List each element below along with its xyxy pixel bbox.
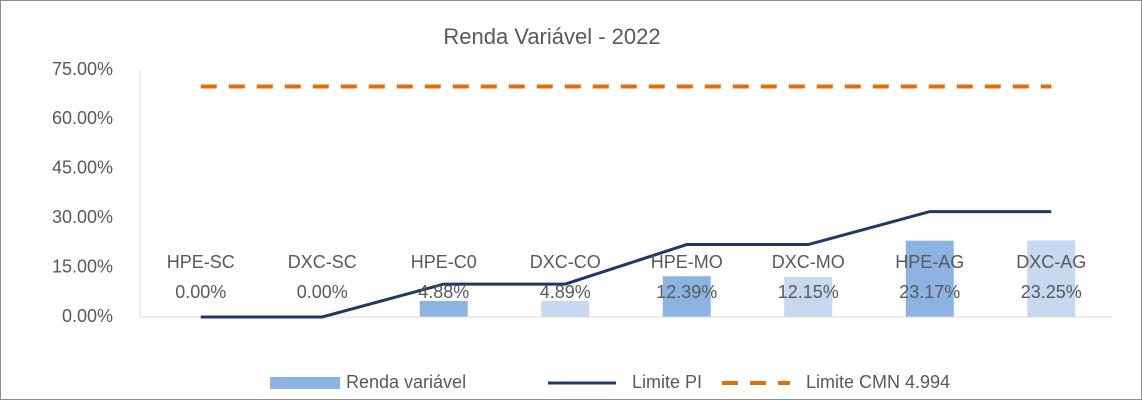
category-label: DXC-CO [530, 252, 601, 272]
data-label: 0.00% [297, 282, 348, 302]
bar [419, 300, 468, 317]
bar [905, 240, 954, 317]
data-label: 4.88% [418, 282, 469, 302]
data-label: 4.89% [540, 282, 591, 302]
data-label: 12.39% [656, 282, 717, 302]
y-tick-label: 0.00% [62, 306, 113, 326]
category-label: HPE-SC [167, 252, 235, 272]
legend-swatch [270, 377, 340, 389]
y-tick-label: 45.00% [52, 158, 113, 178]
data-label: 0.00% [175, 282, 226, 302]
category-label: DXC-MO [772, 252, 845, 272]
category-label: HPE-MO [651, 252, 723, 272]
y-tick-label: 60.00% [52, 108, 113, 128]
line-series [200, 210, 1052, 319]
category-label: HPE-AG [895, 252, 964, 272]
data-label: 23.17% [899, 282, 960, 302]
bar [1027, 240, 1076, 317]
y-tick-label: 75.00% [52, 59, 113, 79]
y-tick-label: 15.00% [52, 256, 113, 276]
legend-label: Renda variável [346, 372, 466, 392]
bar [784, 276, 833, 317]
bar [541, 300, 590, 317]
y-tick-label: 30.00% [52, 207, 113, 227]
data-label: 12.15% [778, 282, 839, 302]
data-label: 23.25% [1021, 282, 1082, 302]
chart-title: Renda Variável - 2022 [443, 24, 660, 49]
category-label: DXC-SC [288, 252, 357, 272]
bar [662, 276, 711, 317]
legend-label: Limite CMN 4.994 [806, 372, 950, 392]
category-label: DXC-AG [1016, 252, 1086, 272]
legend-label: Limite PI [632, 372, 702, 392]
category-label: HPE-C0 [411, 252, 477, 272]
